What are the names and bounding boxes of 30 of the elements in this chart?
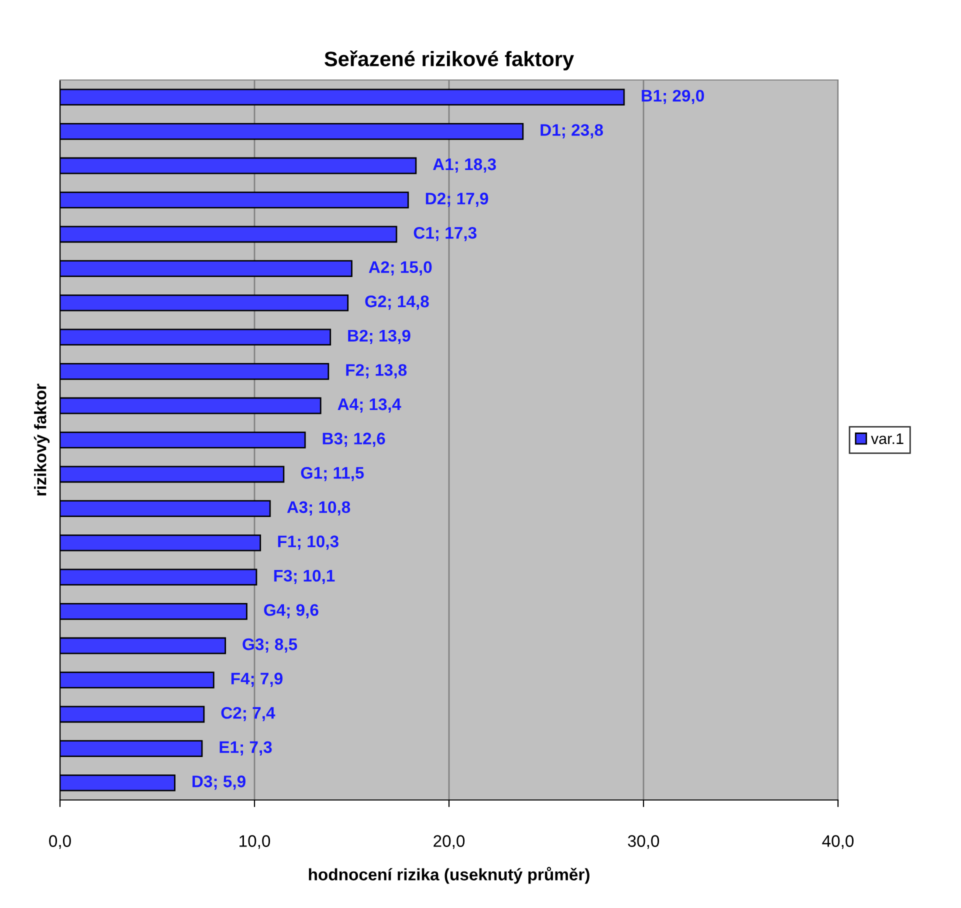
data-label: G4; 9,6 xyxy=(264,604,318,618)
x-tick-label: 40,0 xyxy=(822,835,854,849)
data-label: F3; 10,1 xyxy=(274,570,335,584)
data-label: F4; 7,9 xyxy=(231,672,283,687)
data-label: C1; 17,3 xyxy=(414,226,476,242)
data-label: D3; 5,9 xyxy=(192,776,246,790)
data-label: E1; 7,3 xyxy=(220,741,272,756)
data-label: G2; 14,8 xyxy=(365,296,429,310)
x-tick-label: 20,0 xyxy=(434,835,465,849)
y-axis-title: rizikový faktor xyxy=(34,384,50,496)
data-label: F1; 10,3 xyxy=(278,536,338,550)
data-label: A3; 10,8 xyxy=(287,501,350,516)
data-label: F2; 13,8 xyxy=(346,364,407,378)
data-label: A2; 15,0 xyxy=(368,261,432,276)
data-label: A4; 13,4 xyxy=(338,398,402,413)
x-tick-label: 10,0 xyxy=(240,835,270,849)
data-label: A1; 18,3 xyxy=(433,158,496,173)
data-label: B2; 13,9 xyxy=(348,330,410,344)
x-tick-label: 30,0 xyxy=(628,835,660,849)
data-label: C2; 7,4 xyxy=(221,706,276,722)
data-label: D1; 23,8 xyxy=(540,124,603,138)
legend-label: var.1 xyxy=(870,433,904,444)
data-label: B3; 12,6 xyxy=(322,432,386,447)
x-tick-label: 0,0 xyxy=(49,835,71,849)
data-label: B1; 29,0 xyxy=(642,90,704,104)
chart-title: Seřazené rizikové faktory xyxy=(324,50,574,70)
data-label: G3; 8,5 xyxy=(242,638,298,653)
x-axis-title: hodnocení rizika (useknutý průměr) xyxy=(308,866,590,884)
data-label: G1; 11,5 xyxy=(301,466,364,482)
data-label: D2; 17,9 xyxy=(426,192,488,207)
